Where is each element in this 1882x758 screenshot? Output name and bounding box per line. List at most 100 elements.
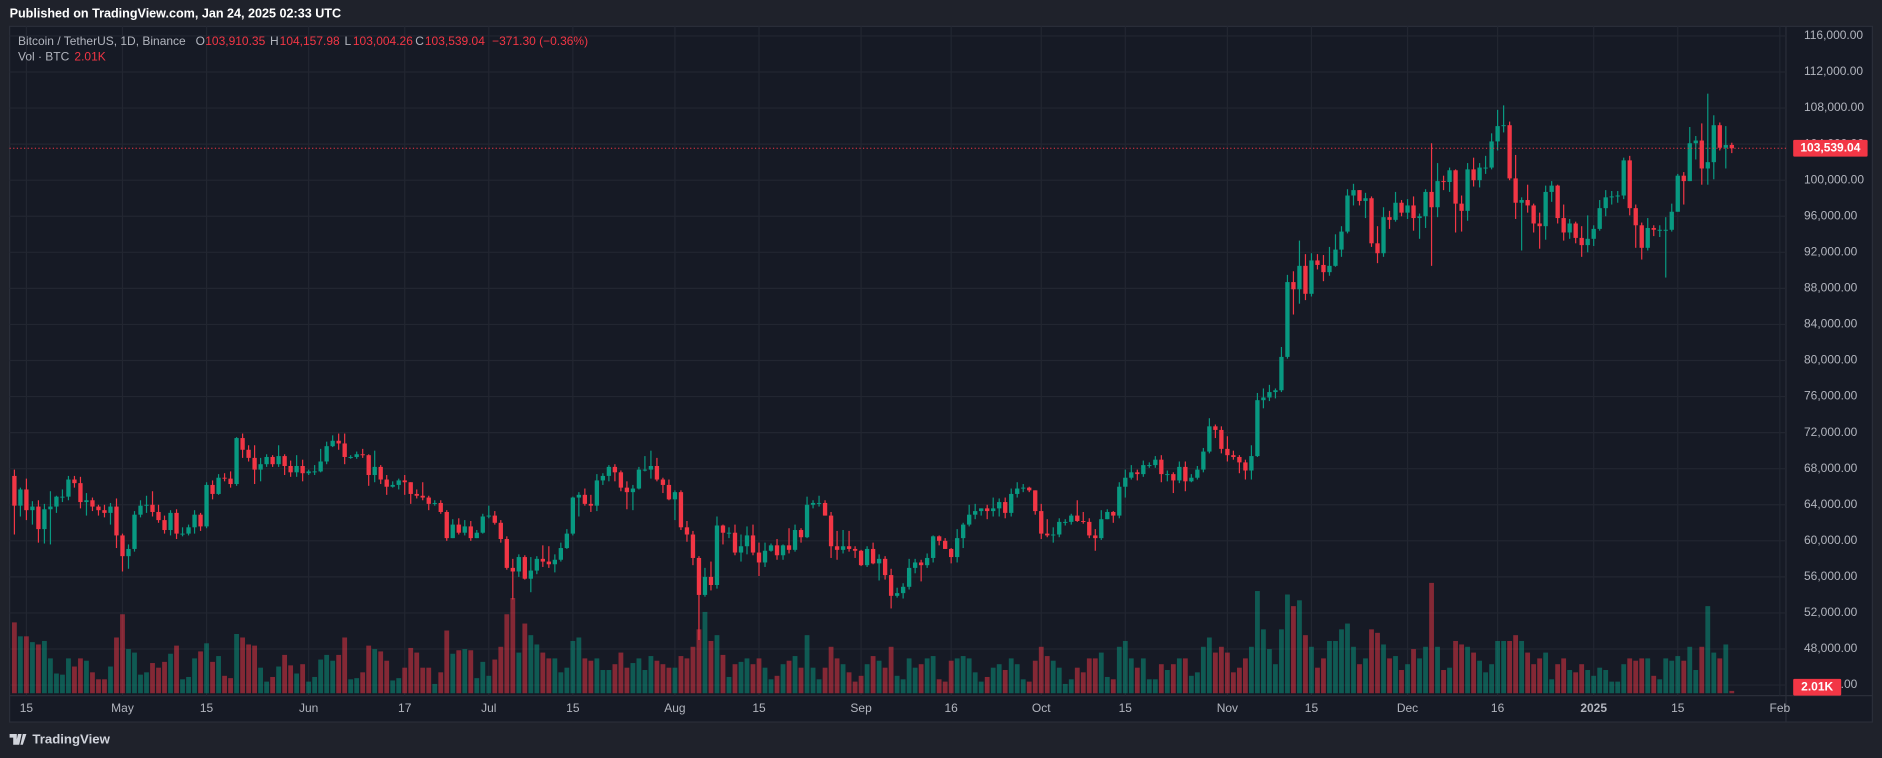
candle-body bbox=[474, 532, 479, 539]
candle-body bbox=[876, 558, 882, 564]
y-tick-label: 112,000.00 bbox=[1804, 64, 1863, 78]
candle-body bbox=[702, 576, 708, 595]
volume-bar bbox=[204, 643, 209, 694]
volume-bar bbox=[798, 667, 804, 694]
candle-body bbox=[894, 593, 900, 596]
volume-bar bbox=[558, 672, 564, 694]
volume-bar bbox=[546, 658, 552, 694]
volume-bar bbox=[1074, 667, 1080, 694]
y-tick-label: 92,000.00 bbox=[1804, 244, 1858, 258]
y-tick-label: 56,000.00 bbox=[1804, 569, 1858, 583]
volume-bar bbox=[90, 672, 95, 694]
candle-body bbox=[144, 504, 149, 506]
candle-body bbox=[240, 438, 245, 450]
candle-body bbox=[1003, 502, 1008, 513]
y-tick-label: 96,000.00 bbox=[1804, 208, 1858, 222]
candle-body bbox=[1309, 260, 1314, 294]
candle-body bbox=[438, 502, 443, 512]
candle-body bbox=[72, 479, 77, 484]
volume-bar bbox=[138, 674, 143, 694]
candle-body bbox=[780, 545, 786, 556]
candle-body bbox=[1159, 459, 1164, 475]
volume-bar bbox=[216, 656, 221, 694]
candle-body bbox=[36, 506, 41, 530]
candle-body bbox=[900, 586, 906, 594]
volume-bar bbox=[1333, 640, 1338, 694]
candle-body bbox=[1663, 229, 1668, 231]
candle-body bbox=[949, 548, 954, 558]
volume-bar bbox=[1723, 644, 1729, 694]
volume-bar bbox=[900, 679, 906, 694]
volume-bar bbox=[618, 652, 624, 694]
candle-body bbox=[1039, 511, 1044, 534]
volume-bar bbox=[1573, 672, 1579, 694]
volume-bar bbox=[870, 656, 876, 694]
volume-bar bbox=[1567, 670, 1573, 694]
volume-bar bbox=[486, 675, 492, 694]
volume-bar bbox=[534, 644, 540, 694]
volume-bar bbox=[954, 658, 960, 694]
candle-body bbox=[18, 489, 23, 506]
volume-bar bbox=[648, 656, 654, 694]
volume-bar bbox=[450, 653, 456, 694]
volume-bar bbox=[1056, 667, 1062, 694]
volume-bar bbox=[1519, 640, 1525, 694]
candle-body bbox=[90, 500, 95, 507]
volume-bar bbox=[978, 681, 984, 694]
candle-body bbox=[1723, 145, 1728, 148]
candle-body bbox=[1165, 474, 1170, 476]
x-tick-label: 16 bbox=[944, 701, 958, 715]
candle-body bbox=[486, 515, 491, 517]
volume-bar bbox=[276, 666, 282, 694]
volume-bar bbox=[732, 664, 738, 694]
candle-body bbox=[282, 456, 287, 466]
candle-body bbox=[570, 497, 576, 534]
candle-body bbox=[150, 504, 155, 512]
volume-bar bbox=[720, 654, 726, 694]
volume-bar bbox=[702, 611, 708, 694]
candle-body bbox=[1207, 426, 1212, 452]
y-tick-label: 80,000.00 bbox=[1804, 353, 1858, 367]
candle-body bbox=[1399, 202, 1404, 213]
volume-bar bbox=[72, 666, 77, 694]
volume-bar bbox=[84, 660, 89, 694]
volume-bar bbox=[1002, 670, 1008, 694]
candle-body bbox=[1435, 181, 1440, 208]
y-tick-label: 88,000.00 bbox=[1804, 281, 1858, 295]
candle-body bbox=[888, 575, 894, 596]
volume-bar bbox=[240, 637, 245, 694]
volume-bar bbox=[1164, 670, 1170, 694]
candle-body bbox=[918, 562, 924, 566]
volume-bar bbox=[1669, 660, 1675, 694]
volume-bar bbox=[1537, 658, 1543, 694]
volume-bar bbox=[1267, 649, 1272, 694]
candle-body bbox=[774, 545, 780, 556]
candle-body bbox=[1465, 169, 1470, 211]
volume-bar bbox=[144, 672, 149, 694]
volume-bar bbox=[414, 652, 420, 694]
volume-bar bbox=[1405, 664, 1410, 694]
candle-body bbox=[840, 546, 846, 550]
volume-bar bbox=[714, 635, 720, 694]
volume-bar bbox=[636, 658, 642, 694]
candle-body bbox=[1201, 451, 1206, 470]
axes: 44,000.0048,000.0052,000.0056,000.0060,0… bbox=[9, 28, 1868, 715]
volume-bar bbox=[1483, 672, 1488, 694]
x-tick-label: 15 bbox=[1305, 701, 1319, 715]
volume-bar bbox=[1128, 658, 1134, 694]
volume-bar bbox=[678, 656, 684, 694]
candle-body bbox=[102, 510, 107, 513]
candle-body bbox=[234, 438, 239, 485]
candle-body bbox=[270, 456, 275, 465]
volume-bar bbox=[672, 667, 678, 694]
candle-body bbox=[1147, 465, 1152, 467]
volume-bar bbox=[48, 658, 53, 694]
volume-bar bbox=[396, 678, 402, 694]
candle-body bbox=[216, 477, 221, 494]
candle-body bbox=[924, 557, 930, 566]
volume-bar bbox=[294, 673, 300, 694]
x-tick-label: 17 bbox=[398, 701, 412, 715]
volume-bar bbox=[498, 646, 504, 694]
candle-body bbox=[264, 456, 269, 465]
candle-body bbox=[1363, 198, 1368, 201]
